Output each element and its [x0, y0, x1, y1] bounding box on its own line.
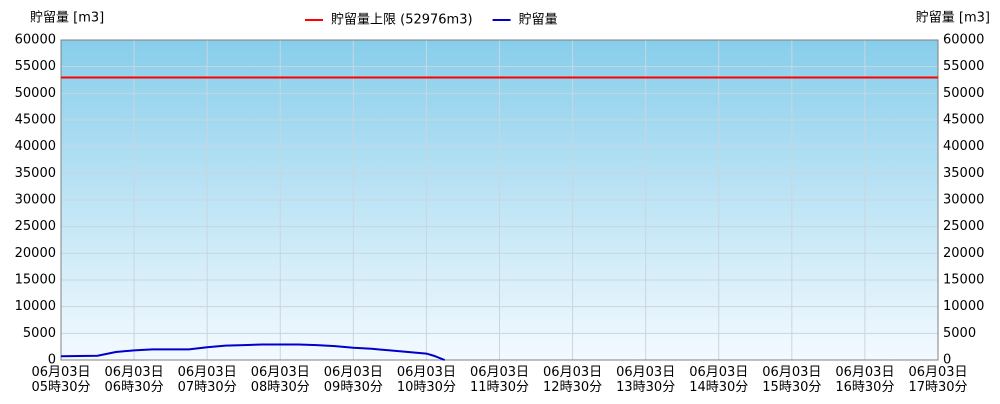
y-tick-label: 55000	[15, 59, 56, 74]
y2-tick-label: 15000	[943, 273, 984, 288]
y-tick-label: 10000	[15, 299, 56, 314]
y2-tick-label: 5000	[943, 326, 976, 341]
x-tick-label: 06月03日 14時30分	[689, 365, 748, 395]
y-tick-label: 60000	[15, 33, 56, 48]
x-tick-label: 06月03日 06時30分	[105, 365, 164, 395]
x-tick-label: 06月03日 10時30分	[397, 365, 456, 395]
y-tick-label: 45000	[15, 113, 56, 128]
y2-tick-label: 0	[943, 353, 951, 368]
y-tick-label: 40000	[15, 139, 56, 154]
x-tick-label: 06月03日 17時30分	[908, 365, 967, 395]
x-tick-label: 06月03日 12時30分	[543, 365, 602, 395]
plot-frame	[60, 39, 939, 361]
x-tick-label: 06月03日 08時30分	[251, 365, 310, 395]
y2-tick-label: 25000	[943, 219, 984, 234]
y-tick-label: 30000	[15, 193, 56, 208]
y2-tick-label: 40000	[943, 139, 984, 154]
y2-tick-label: 20000	[943, 246, 984, 261]
y2-tick-label: 60000	[943, 33, 984, 48]
x-tick-label: 06月03日 07時30分	[178, 365, 237, 395]
series-line	[60, 343, 446, 361]
y-tick-label: 5000	[23, 326, 56, 341]
y-tick-label: 20000	[15, 246, 56, 261]
y2-tick-label: 55000	[943, 59, 984, 74]
y-tick-label: 0	[48, 353, 56, 368]
y-axis-label: 貯留量 [m3]	[30, 11, 104, 26]
y2-axis-label: 貯留量 [m3]	[916, 11, 990, 26]
legend-label: 貯留量	[519, 13, 558, 28]
x-tick-label: 06月03日 16時30分	[835, 365, 894, 395]
y-tick-label: 25000	[15, 219, 56, 234]
x-tick-label: 06月03日 09時30分	[324, 365, 383, 395]
y2-tick-label: 30000	[943, 193, 984, 208]
y2-tick-label: 35000	[943, 166, 984, 181]
y2-tick-label: 50000	[943, 86, 984, 101]
y-tick-label: 50000	[15, 86, 56, 101]
y-tick-label: 15000	[15, 273, 56, 288]
x-tick-label: 06月03日 11時30分	[470, 365, 529, 395]
y-tick-label: 35000	[15, 166, 56, 181]
x-tick-label: 06月03日 13時30分	[616, 365, 675, 395]
legend-label: 貯留量上限 (52976m3)	[331, 13, 473, 28]
x-tick-label: 06月03日 05時30分	[31, 365, 90, 395]
y2-tick-label: 45000	[943, 113, 984, 128]
x-tick-label: 06月03日 15時30分	[762, 365, 821, 395]
y2-tick-label: 10000	[943, 299, 984, 314]
